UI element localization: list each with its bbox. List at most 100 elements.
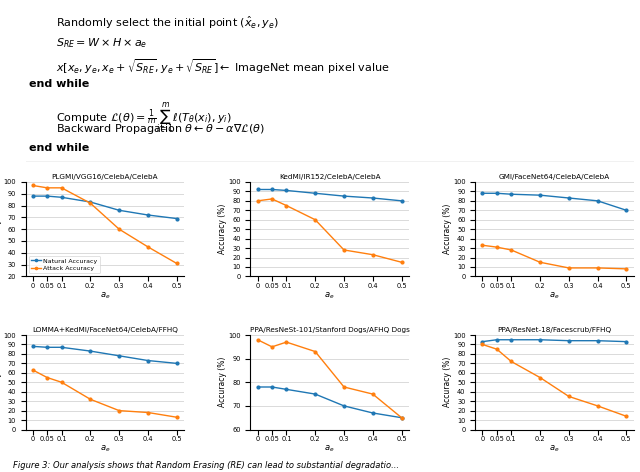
Attack Accuracy: [144, 410, 152, 415]
Attack Accuracy: [86, 201, 94, 206]
Natural Accuracy: [479, 339, 486, 345]
Title: GMI/FaceNet64/CelebA/CelebA: GMI/FaceNet64/CelebA/CelebA: [499, 174, 610, 180]
X-axis label: $a_e$: $a_e$: [549, 443, 559, 454]
Natural Accuracy: [173, 216, 180, 221]
Attack Accuracy: [536, 260, 544, 265]
X-axis label: $a_e$: $a_e$: [549, 290, 559, 301]
Natural Accuracy: [44, 193, 51, 199]
Line: Attack Accuracy: Attack Accuracy: [31, 184, 178, 265]
Natural Accuracy: [254, 384, 262, 390]
Text: end while: end while: [29, 79, 89, 89]
Attack Accuracy: [594, 403, 602, 409]
Attack Accuracy: [58, 185, 65, 191]
X-axis label: $a_e$: $a_e$: [324, 290, 335, 301]
Attack Accuracy: [283, 203, 291, 209]
Attack Accuracy: [594, 265, 602, 271]
Natural Accuracy: [508, 337, 515, 343]
Text: Backward Propagation $\theta \leftarrow \theta - \alpha\nabla\mathcal{L}(\theta): Backward Propagation $\theta \leftarrow …: [56, 122, 265, 135]
Line: Natural Accuracy: Natural Accuracy: [256, 386, 403, 419]
Natural Accuracy: [283, 387, 291, 392]
Title: PPA/ResNeSt-101/Stanford Dogs/AFHQ Dogs: PPA/ResNeSt-101/Stanford Dogs/AFHQ Dogs: [250, 327, 410, 333]
Attack Accuracy: [29, 183, 36, 188]
Text: Randomly select the initial point $(\hat{x}_e, y_e)$: Randomly select the initial point $(\hat…: [56, 15, 279, 31]
Natural Accuracy: [536, 337, 544, 343]
Natural Accuracy: [623, 208, 630, 213]
Line: Natural Accuracy: Natural Accuracy: [31, 195, 178, 220]
Natural Accuracy: [144, 212, 152, 218]
Attack Accuracy: [565, 265, 573, 271]
Attack Accuracy: [479, 243, 486, 248]
Legend: Natural Accuracy, Attack Accuracy: Natural Accuracy, Attack Accuracy: [29, 256, 100, 273]
Line: Attack Accuracy: Attack Accuracy: [256, 338, 403, 419]
Attack Accuracy: [536, 375, 544, 380]
Attack Accuracy: [340, 247, 348, 253]
Line: Natural Accuracy: Natural Accuracy: [256, 188, 403, 202]
Y-axis label: Accuracy (%): Accuracy (%): [0, 357, 2, 407]
Natural Accuracy: [44, 345, 51, 350]
Natural Accuracy: [369, 195, 376, 201]
Natural Accuracy: [283, 187, 291, 193]
Natural Accuracy: [312, 391, 319, 397]
Attack Accuracy: [254, 337, 262, 343]
Attack Accuracy: [493, 346, 500, 352]
Attack Accuracy: [397, 415, 405, 421]
Text: $x[x_e, y_e, x_e + \sqrt{S_{RE}}, y_e + \sqrt{S_{RE}}] \leftarrow$ ImageNet mean: $x[x_e, y_e, x_e + \sqrt{S_{RE}}, y_e + …: [56, 58, 390, 76]
Attack Accuracy: [493, 244, 500, 250]
Attack Accuracy: [173, 414, 180, 420]
Attack Accuracy: [44, 185, 51, 191]
Line: Natural Accuracy: Natural Accuracy: [31, 345, 178, 365]
Natural Accuracy: [86, 348, 94, 354]
Attack Accuracy: [623, 266, 630, 272]
Attack Accuracy: [479, 342, 486, 347]
Line: Attack Accuracy: Attack Accuracy: [31, 369, 178, 419]
Natural Accuracy: [86, 199, 94, 205]
Natural Accuracy: [268, 186, 276, 192]
Text: Figure 3: Our analysis shows that Random Erasing (RE) can lead to substantial de: Figure 3: Our analysis shows that Random…: [13, 461, 399, 470]
Natural Accuracy: [565, 195, 573, 201]
Attack Accuracy: [144, 244, 152, 250]
Attack Accuracy: [29, 367, 36, 373]
Natural Accuracy: [173, 361, 180, 366]
Attack Accuracy: [312, 349, 319, 354]
Y-axis label: Accuracy (%): Accuracy (%): [442, 204, 452, 254]
Natural Accuracy: [479, 190, 486, 196]
Natural Accuracy: [397, 198, 405, 203]
Attack Accuracy: [508, 247, 515, 253]
Attack Accuracy: [508, 359, 515, 364]
Line: Natural Accuracy: Natural Accuracy: [481, 338, 628, 343]
Natural Accuracy: [493, 190, 500, 196]
Title: PPA/ResNet-18/Facescrub/FFHQ: PPA/ResNet-18/Facescrub/FFHQ: [497, 327, 611, 333]
Natural Accuracy: [254, 186, 262, 192]
Attack Accuracy: [173, 261, 180, 266]
Natural Accuracy: [144, 358, 152, 363]
Line: Attack Accuracy: Attack Accuracy: [256, 198, 403, 264]
Natural Accuracy: [493, 337, 500, 343]
Attack Accuracy: [283, 339, 291, 345]
X-axis label: $a_e$: $a_e$: [100, 290, 110, 301]
Attack Accuracy: [340, 384, 348, 390]
Attack Accuracy: [58, 379, 65, 385]
Natural Accuracy: [397, 415, 405, 421]
Attack Accuracy: [369, 252, 376, 258]
Attack Accuracy: [565, 394, 573, 399]
X-axis label: $a_e$: $a_e$: [100, 443, 110, 454]
Natural Accuracy: [340, 403, 348, 409]
Natural Accuracy: [58, 194, 65, 200]
Natural Accuracy: [312, 190, 319, 196]
Line: Attack Accuracy: Attack Accuracy: [481, 244, 628, 270]
Attack Accuracy: [268, 344, 276, 350]
Natural Accuracy: [58, 345, 65, 350]
Natural Accuracy: [508, 191, 515, 197]
Natural Accuracy: [340, 193, 348, 199]
Attack Accuracy: [115, 408, 123, 413]
Natural Accuracy: [623, 339, 630, 345]
Attack Accuracy: [115, 227, 123, 232]
Line: Natural Accuracy: Natural Accuracy: [481, 192, 628, 211]
Attack Accuracy: [397, 260, 405, 265]
Attack Accuracy: [369, 391, 376, 397]
Text: Compute $\mathcal{L}(\theta) = \frac{1}{m}\sum_{i=1}^{m} \ell(T_\theta(x_i), y_i: Compute $\mathcal{L}(\theta) = \frac{1}{…: [56, 100, 232, 135]
Attack Accuracy: [623, 413, 630, 419]
Natural Accuracy: [594, 338, 602, 344]
Title: KedMI/IR152/CelebA/CelebA: KedMI/IR152/CelebA/CelebA: [279, 174, 380, 180]
Title: PLGMI/VGG16/CelebA/CelebA: PLGMI/VGG16/CelebA/CelebA: [51, 174, 158, 180]
